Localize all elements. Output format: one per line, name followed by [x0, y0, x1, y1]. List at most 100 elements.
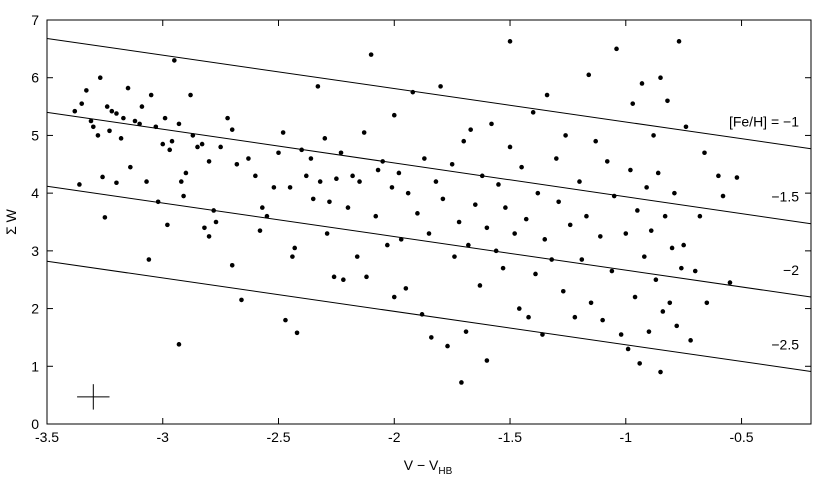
data-point	[611, 193, 617, 199]
data-point	[679, 265, 684, 271]
data-point	[114, 111, 119, 116]
data-point	[322, 136, 328, 141]
y-tick-label: 7	[31, 12, 39, 28]
x-tick-label: -1	[620, 429, 633, 445]
data-point	[104, 104, 110, 109]
data-point	[734, 175, 740, 180]
data-point	[79, 101, 85, 106]
data-point	[419, 312, 425, 317]
data-point	[190, 133, 196, 138]
data-point	[102, 215, 108, 220]
data-point	[211, 208, 216, 213]
data-point	[727, 280, 733, 285]
line-label: −2.5	[771, 336, 799, 352]
data-point	[473, 202, 478, 207]
data-point	[276, 150, 281, 156]
data-point	[477, 283, 483, 288]
data-point	[195, 144, 200, 150]
data-point	[667, 300, 673, 306]
data-point	[456, 219, 462, 225]
x-tick-label: -3	[157, 429, 170, 445]
data-point	[660, 309, 666, 314]
data-point	[484, 225, 490, 231]
data-point	[389, 185, 395, 190]
data-point	[206, 159, 212, 164]
data-point	[160, 141, 166, 147]
data-point	[466, 242, 471, 248]
data-point	[542, 237, 548, 242]
data-point	[380, 159, 385, 164]
data-point	[364, 274, 369, 280]
data-point	[674, 323, 680, 329]
data-point	[100, 174, 105, 180]
data-point	[669, 245, 675, 251]
data-point	[391, 294, 397, 300]
data-point	[327, 199, 332, 205]
data-point	[593, 138, 598, 144]
data-point	[169, 138, 175, 144]
data-point	[644, 185, 649, 190]
data-point	[540, 332, 545, 337]
data-point	[489, 121, 494, 127]
data-point	[463, 329, 469, 334]
data-point	[109, 108, 115, 114]
data-point	[598, 234, 603, 239]
data-point	[433, 179, 439, 184]
data-point	[600, 317, 605, 323]
data-point	[567, 222, 573, 228]
data-point	[516, 306, 522, 311]
data-point	[461, 138, 467, 144]
line-label: [Fe/H] = −1	[729, 114, 799, 130]
data-point	[512, 231, 517, 236]
y-tick-label: 6	[31, 70, 39, 86]
data-point	[271, 185, 277, 190]
data-point	[239, 297, 244, 303]
y-tick-label: 0	[31, 416, 39, 432]
data-point	[628, 167, 633, 173]
data-point	[72, 108, 78, 114]
data-point	[331, 274, 337, 280]
data-point	[614, 46, 619, 52]
data-point	[350, 173, 355, 179]
data-point	[688, 338, 693, 343]
data-point	[549, 257, 555, 262]
data-point	[137, 121, 142, 127]
data-point	[229, 127, 235, 132]
data-point	[658, 75, 663, 81]
y-axis-label: Σ W	[3, 208, 19, 235]
data-point	[452, 254, 457, 259]
data-point	[560, 288, 566, 294]
data-point	[114, 180, 119, 186]
data-point	[697, 213, 703, 219]
data-point	[253, 173, 258, 179]
data-point	[218, 144, 223, 150]
data-point	[385, 242, 390, 248]
data-point	[299, 147, 304, 153]
data-point	[181, 193, 186, 199]
data-point	[165, 222, 170, 228]
data-point	[144, 179, 149, 184]
data-point	[77, 182, 82, 187]
data-point	[121, 115, 126, 121]
data-point	[375, 167, 381, 173]
data-point	[459, 380, 464, 385]
data-point	[716, 173, 721, 179]
data-point	[479, 173, 485, 179]
data-point	[535, 190, 541, 196]
data-point	[324, 231, 330, 236]
data-point	[579, 257, 585, 262]
data-point	[637, 361, 642, 366]
data-point	[118, 136, 124, 141]
data-point	[572, 314, 578, 320]
y-tick-label: 3	[31, 243, 39, 259]
data-point	[426, 231, 432, 236]
data-point	[338, 150, 344, 156]
data-point	[702, 150, 707, 156]
data-point	[290, 254, 295, 259]
data-point	[176, 342, 182, 347]
data-point	[213, 219, 219, 225]
data-point	[523, 216, 529, 222]
data-point	[292, 245, 298, 251]
